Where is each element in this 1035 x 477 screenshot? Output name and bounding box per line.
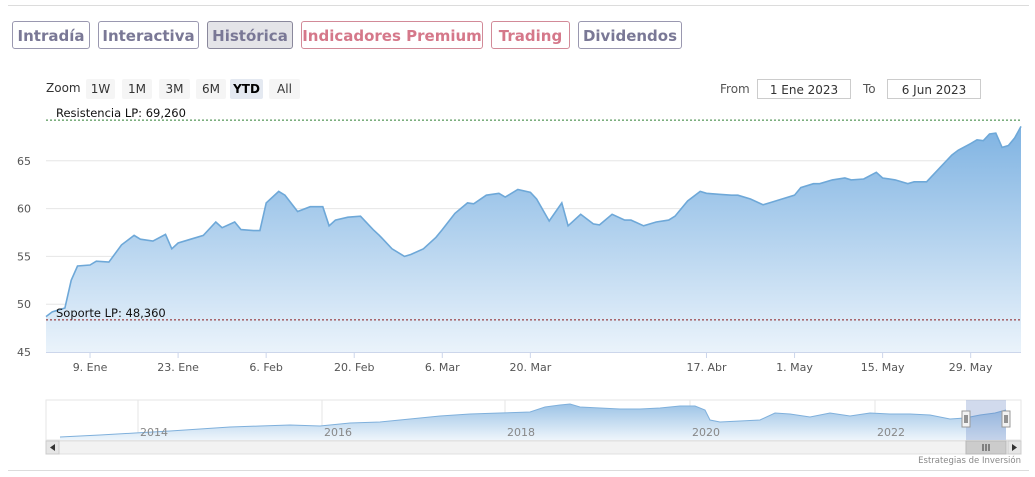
x-tick-label: 20. Mar [509,361,551,374]
x-tick-label: 23. Ene [157,361,199,374]
from-label: From [720,82,750,96]
x-tick-label: 29. May [949,361,993,374]
navigator-line [59,403,1007,438]
navigator-year-label: 2018 [507,426,535,439]
bottom-divider [8,470,1029,471]
zoom-label: Zoom [46,81,81,95]
x-tick-label: 20. Feb [334,361,374,374]
navigator-handle[interactable] [961,410,971,428]
navigator[interactable]: 2014 2016 2018 2020 2022 [45,399,1022,455]
tab-trading[interactable]: Trading [491,21,570,49]
zoom-1m-button[interactable]: 1M [122,79,152,99]
y-tick-label: 55 [17,250,31,263]
credits[interactable]: Estrategias de Inversión [918,456,1021,466]
x-tick-label: 15. May [861,361,905,374]
plot-line-label: Soporte LP: 48,360 [56,306,166,320]
from-date-input[interactable]: 1 Ene 2023 [757,79,851,99]
x-tick-label: 6. Feb [249,361,282,374]
navigator-year-label: 2022 [877,426,905,439]
y-tick-label: 60 [17,203,31,216]
tab-indicadores-premium[interactable]: Indicadores Premium [301,21,483,49]
x-tick-label: 17. Abr [686,361,726,374]
navigator-year-label: 2016 [324,426,352,439]
tab-histórica[interactable]: Histórica [207,21,293,49]
tab-interactiva[interactable]: Interactiva [98,21,199,49]
zoom-3m-button[interactable]: 3M [159,79,190,99]
series-line [45,126,1022,318]
navigator-area [60,404,1006,440]
tab-dividendos[interactable]: Dividendos [578,21,682,49]
top-divider [8,5,1029,6]
to-label: To [863,82,876,96]
plot-line-label: Resistencia LP: 69,260 [56,106,186,120]
to-date-input[interactable]: 6 Jun 2023 [887,79,981,99]
x-tick-label: 6. Mar [425,361,460,374]
y-tick-label: 45 [17,346,31,359]
x-tick-label: 1. May [776,361,813,374]
navigator-handle[interactable] [1001,410,1011,428]
x-tick-label: 9. Ene [73,361,108,374]
y-tick-label: 50 [17,298,31,311]
series-area [46,126,1021,353]
navigator-year-label: 2020 [692,426,720,439]
navigator-selection[interactable] [966,400,1006,440]
zoom-1w-button[interactable]: 1W [86,79,115,99]
tab-intradía[interactable]: Intradía [12,21,90,49]
zoom-6m-button[interactable]: 6M [196,79,226,99]
y-tick-label: 65 [17,155,31,168]
scroll-right-arrow-icon [1012,444,1017,451]
navigator-year-label: 2014 [140,426,168,439]
zoom-ytd-button[interactable]: YTD [230,79,263,99]
scrollbar-track[interactable] [45,440,1022,455]
zoom-all-button[interactable]: All [269,79,300,99]
scroll-left-arrow-icon [50,444,55,451]
